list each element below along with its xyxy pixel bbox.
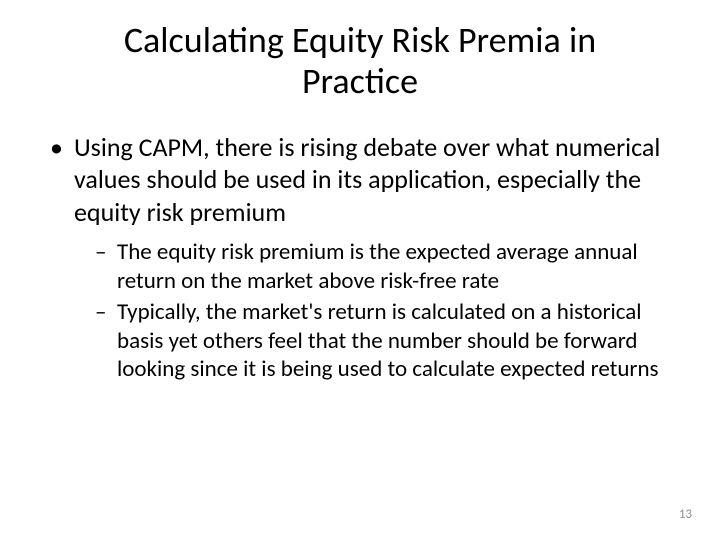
bullet-level2: – Typically, the market's return is calc… — [40, 298, 680, 384]
bullet-text-l2: Typically, the market's return is calcul… — [117, 298, 680, 384]
bullet-marker-l2: – — [95, 298, 117, 384]
slide-title: Calculating Equity Risk Premia in Practi… — [40, 20, 680, 103]
bullet-level2: – The equity risk premium is the expecte… — [40, 238, 680, 296]
page-number: 13 — [679, 507, 692, 522]
bullet-text-l2: The equity risk premium is the expected … — [117, 238, 680, 296]
bullet-level1: • Using CAPM, there is rising debate ove… — [40, 131, 680, 229]
bullet-marker-l2: – — [95, 238, 117, 296]
bullet-text-l1: Using CAPM, there is rising debate over … — [74, 131, 680, 229]
bullet-marker-l1: • — [50, 131, 74, 229]
